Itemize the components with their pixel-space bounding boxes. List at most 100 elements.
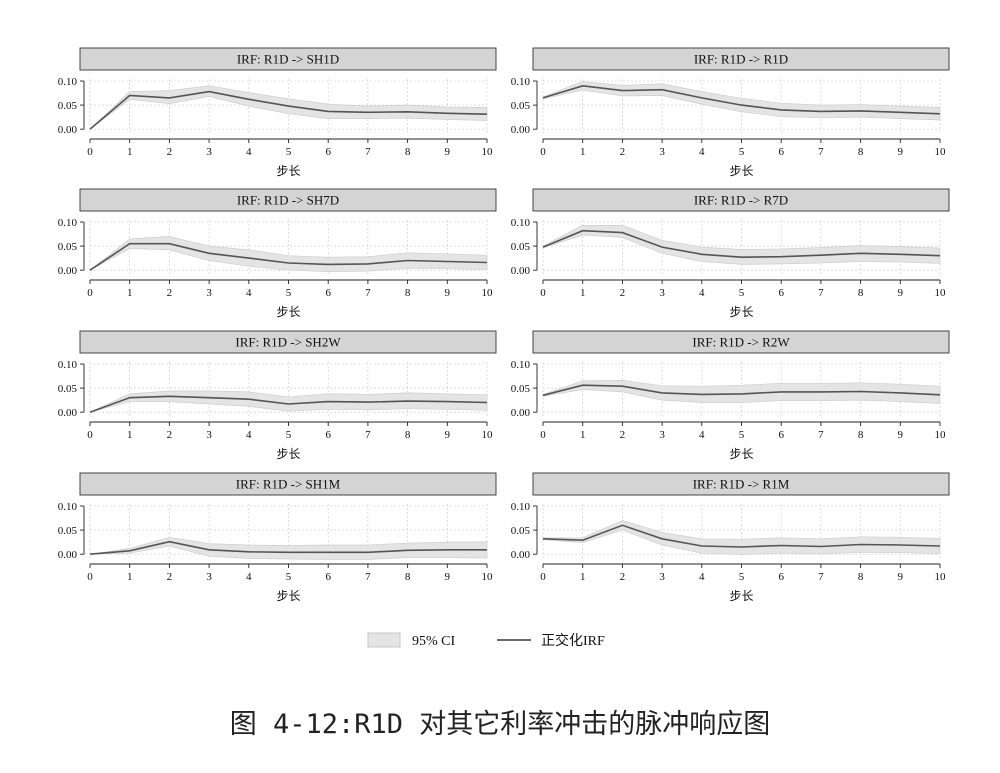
x-tick-label: 9	[898, 429, 904, 441]
panel-title: IRF: R1D -> R1M	[693, 477, 790, 492]
panel-strip	[79, 188, 497, 212]
irf-panel: IRF: R1D -> R1D 0.00 0.05 0.10 0 1 2 3 4 5 6 7 8 9 10 步…	[511, 47, 950, 178]
x-tick-label: 5	[286, 146, 292, 158]
x-axis-label: 步长	[729, 164, 753, 178]
x-tick-label: 3	[206, 287, 212, 299]
y-tick-label: 0.00	[511, 265, 531, 277]
panel-title: IRF: R1D -> SH1M	[236, 477, 341, 492]
y-tick-label: 0.05	[58, 241, 78, 253]
x-tick-label: 3	[659, 571, 665, 583]
x-tick-label: 1	[580, 429, 586, 441]
legend-ci-label: 95% CI	[412, 634, 456, 649]
irf-line	[89, 90, 488, 130]
y-tick-label: 0.10	[511, 359, 531, 371]
x-tick-label: 0	[540, 146, 546, 158]
x-tick-label: 9	[445, 429, 451, 441]
irf-line	[89, 540, 487, 555]
panel-title: IRF: R1D -> SH1D	[237, 52, 339, 67]
x-tick-label: 2	[620, 571, 626, 583]
x-tick-label: 7	[818, 287, 824, 299]
y-tick-label: 0.00	[58, 549, 78, 561]
x-tick-label: 0	[540, 429, 546, 441]
x-tick-label: 3	[206, 571, 212, 583]
x-tick-label: 9	[445, 287, 451, 299]
x-tick-label: 6	[325, 571, 331, 583]
x-tick-label: 4	[699, 287, 705, 299]
x-tick-label: 4	[246, 287, 252, 299]
x-axis-label: 步长	[276, 164, 300, 178]
x-tick-label: 3	[659, 429, 665, 441]
x-tick-label: 4	[246, 429, 252, 441]
x-tick-label: 7	[365, 571, 371, 583]
y-tick-label: 0.10	[511, 217, 531, 229]
x-tick-label: 10	[935, 571, 947, 583]
panel-title: IRF: R1D -> SH2W	[235, 335, 341, 350]
x-tick-label: 2	[167, 429, 173, 441]
x-tick-label: 1	[127, 287, 133, 299]
x-tick-label: 10	[482, 146, 494, 158]
x-tick-label: 8	[858, 429, 864, 441]
x-tick-label: 6	[778, 146, 784, 158]
x-tick-label: 0	[87, 571, 93, 583]
x-tick-label: 5	[286, 571, 292, 583]
y-tick-label: 0.00	[511, 407, 531, 419]
y-tick-label: 0.00	[511, 549, 531, 561]
x-axis-label: 步长	[729, 305, 753, 319]
x-axis-label: 步长	[729, 589, 753, 603]
x-tick-label: 4	[699, 429, 705, 441]
irf-panel: IRF: R1D -> SH1M 0.00 0.05 0.10 0 1 2 3 4 5 6 7 8 9 10…	[58, 472, 497, 603]
y-tick-label: 0.00	[58, 265, 78, 277]
x-tick-label: 9	[898, 146, 904, 158]
x-tick-label: 2	[620, 146, 626, 158]
panel-strip	[532, 330, 950, 354]
x-tick-label: 2	[167, 571, 173, 583]
x-tick-label: 8	[405, 146, 411, 158]
x-axis-label: 步长	[729, 447, 753, 461]
x-tick-label: 9	[898, 571, 904, 583]
x-tick-label: 3	[659, 287, 665, 299]
legend-irf-label: 正交化IRF	[541, 632, 605, 649]
x-tick-label: 6	[778, 429, 784, 441]
x-tick-label: 6	[325, 429, 331, 441]
x-tick-label: 0	[540, 287, 546, 299]
legend-ci-swatch	[367, 632, 401, 648]
x-tick-label: 1	[580, 287, 586, 299]
x-tick-label: 10	[935, 287, 947, 299]
ci-band	[542, 380, 941, 404]
x-tick-label: 5	[286, 287, 292, 299]
y-tick-label: 0.00	[511, 124, 531, 136]
x-tick-label: 7	[818, 146, 824, 158]
x-tick-label: 7	[365, 287, 371, 299]
y-tick-label: 0.00	[58, 407, 78, 419]
x-axis-label: 步长	[276, 589, 300, 603]
x-tick-label: 0	[540, 571, 546, 583]
x-tick-label: 8	[405, 429, 411, 441]
x-tick-label: 10	[482, 571, 494, 583]
x-tick-label: 6	[325, 146, 331, 158]
panel-strip	[532, 47, 950, 71]
x-tick-label: 7	[365, 146, 371, 158]
irf-line	[542, 84, 941, 115]
x-tick-label: 5	[739, 287, 745, 299]
x-tick-label: 6	[325, 287, 331, 299]
x-tick-label: 3	[206, 146, 212, 158]
panel-title: IRF: R1D -> R1D	[694, 52, 788, 67]
y-tick-label: 0.05	[511, 100, 531, 112]
x-tick-label: 5	[286, 429, 292, 441]
irf-line	[542, 229, 941, 259]
y-tick-label: 0.10	[511, 76, 531, 88]
x-tick-label: 0	[87, 287, 93, 299]
y-tick-label: 0.10	[58, 501, 78, 513]
x-tick-label: 3	[659, 146, 665, 158]
x-tick-label: 1	[580, 146, 586, 158]
x-tick-label: 5	[739, 146, 745, 158]
panel-title: IRF: R1D -> SH7D	[237, 193, 339, 208]
x-tick-label: 1	[127, 146, 133, 158]
irf-panel: IRF: R1D -> R2W 0.00 0.05 0.10 0 1 2 3 4 5 6 7 8 9 10 步…	[511, 330, 950, 461]
panel-strip	[79, 47, 497, 71]
panel-strip	[532, 472, 950, 496]
x-tick-label: 7	[365, 429, 371, 441]
x-tick-label: 1	[127, 429, 133, 441]
x-tick-label: 6	[778, 287, 784, 299]
